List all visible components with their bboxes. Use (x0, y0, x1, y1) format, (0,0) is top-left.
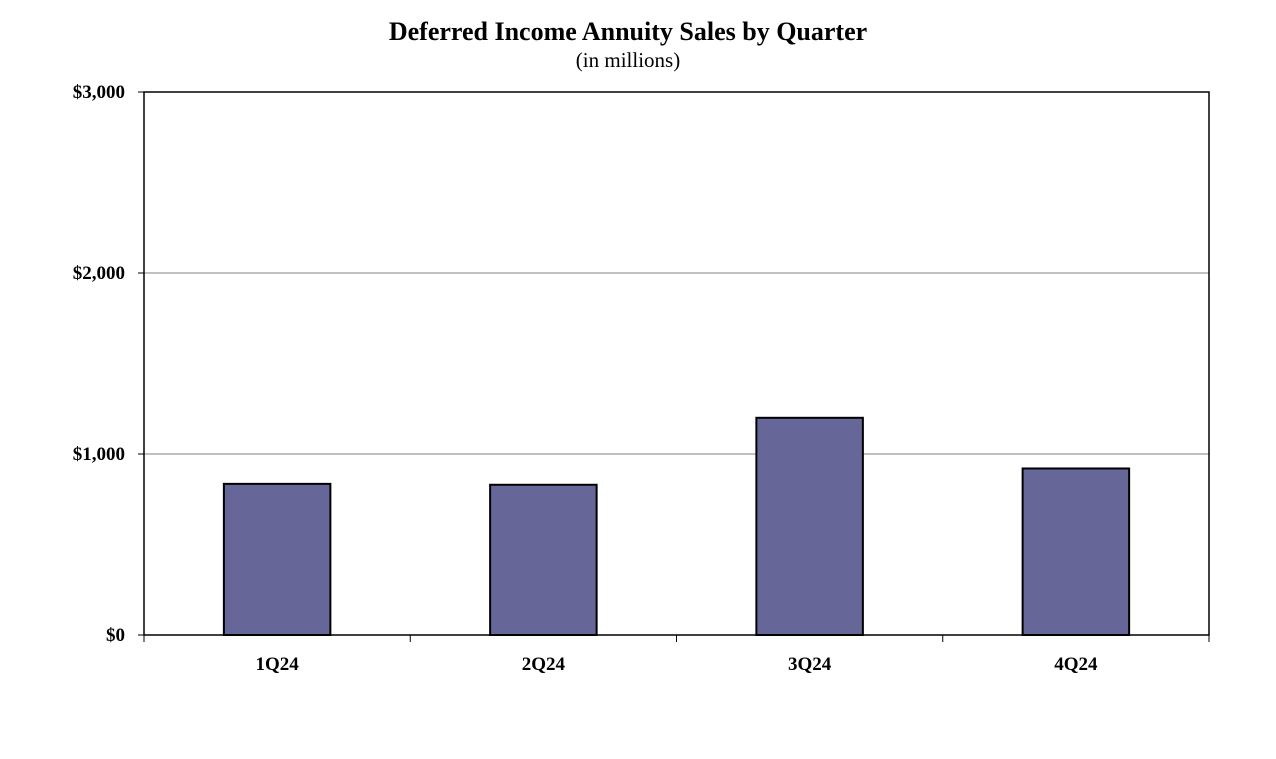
x-tick-label: 2Q24 (522, 654, 566, 675)
bar-4q24 (1021, 467, 1131, 637)
x-tick-label: 3Q24 (788, 654, 832, 675)
y-tick-label: $3,000 (73, 82, 125, 103)
bar-1q24 (222, 482, 332, 636)
y-tick-label: $2,000 (73, 263, 125, 284)
x-tick-label: 4Q24 (1054, 654, 1098, 675)
x-tick-label: 1Q24 (255, 654, 299, 675)
y-tick-label: $0 (106, 625, 125, 646)
bar-3q24 (755, 416, 864, 636)
y-tick-label: $1,000 (73, 444, 125, 465)
chart-title: Deferred Income Annuity Sales by Quarter (388, 17, 868, 46)
bar-2q24 (489, 483, 598, 636)
chart-subtitle: (in millions) (575, 48, 681, 72)
